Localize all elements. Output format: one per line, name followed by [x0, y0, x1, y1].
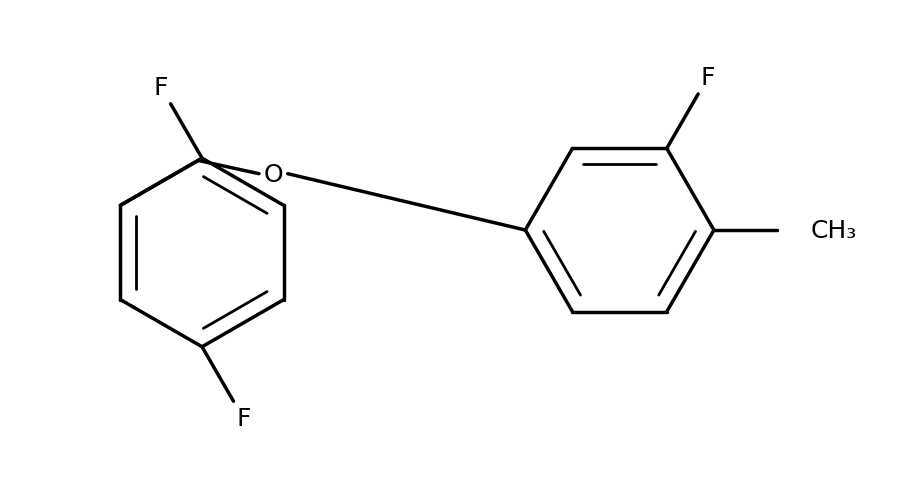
Text: CH₃: CH₃: [811, 219, 858, 243]
Text: F: F: [154, 76, 168, 100]
Text: F: F: [236, 407, 251, 430]
Text: O: O: [263, 163, 283, 186]
Text: F: F: [700, 66, 716, 90]
